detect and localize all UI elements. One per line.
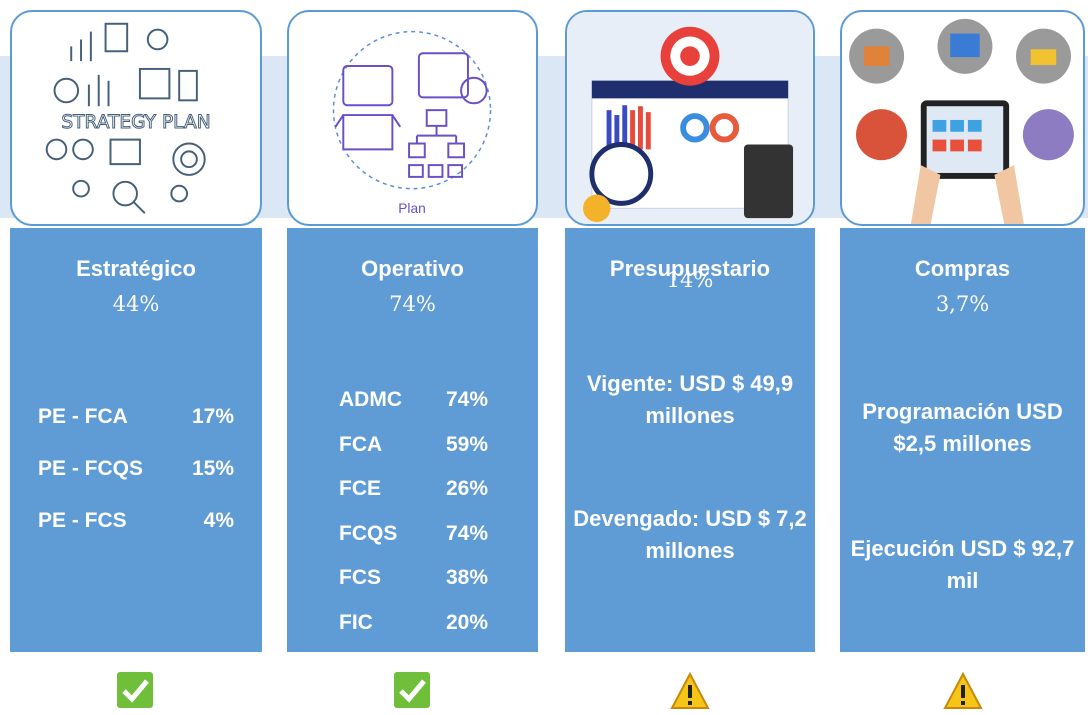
budget-illustration bbox=[567, 12, 813, 224]
note: Devengado: USD $ 7,2 millones bbox=[571, 503, 809, 567]
image-card: STRATEGY PLAN bbox=[10, 10, 262, 226]
panel-title: Compras bbox=[840, 256, 1085, 282]
plan-illustration: Plan bbox=[289, 12, 536, 224]
panel-percent: 3,7% bbox=[840, 292, 1085, 316]
item-value: 26% bbox=[446, 477, 488, 501]
warning-icon bbox=[943, 670, 983, 710]
slide: STRATEGY PLAN Plan bbox=[0, 0, 1088, 715]
purchases-illustration bbox=[842, 12, 1083, 224]
panel-title: Operativo bbox=[287, 256, 538, 282]
item-label: ADMC bbox=[339, 388, 402, 412]
image-card bbox=[840, 10, 1085, 226]
note: Ejecución USD $ 92,7 mil bbox=[846, 533, 1079, 597]
panel: Compras 3,7% Programación USD $2,5 millone… bbox=[840, 228, 1085, 652]
panel: Estratégico 44% PE - FCA 17% PE - FCQS 15% PE … bbox=[10, 228, 262, 652]
item-label: PE - FCS bbox=[38, 509, 127, 533]
item-value: 38% bbox=[446, 566, 488, 590]
image-text: STRATEGY PLAN bbox=[61, 112, 210, 133]
item-label: FIC bbox=[339, 611, 373, 635]
check-icon bbox=[392, 670, 432, 710]
image-card: Plan bbox=[287, 10, 538, 226]
item-value: 15% bbox=[192, 457, 234, 481]
item-value: 4% bbox=[204, 509, 234, 533]
image-text: Plan bbox=[398, 201, 426, 216]
item-value: 74% bbox=[446, 388, 488, 412]
item-label: FCQS bbox=[339, 522, 397, 546]
note: Programación USD $2,5 millones bbox=[846, 396, 1079, 460]
item-value: 59% bbox=[446, 433, 488, 457]
image-card bbox=[565, 10, 815, 226]
panel-percent: 44% bbox=[10, 292, 262, 316]
warning-icon bbox=[670, 670, 710, 710]
item-label: PE - FCA bbox=[38, 405, 128, 429]
item-value: 17% bbox=[192, 405, 234, 429]
item-value: 74% bbox=[446, 522, 488, 546]
panel-title: Estratégico bbox=[10, 256, 262, 282]
item-label: PE - FCQS bbox=[38, 457, 143, 481]
item-label: FCA bbox=[339, 433, 382, 457]
note: Vigente: USD $ 49,9 millones bbox=[571, 368, 809, 432]
panel-percent: 14% bbox=[565, 268, 815, 292]
check-icon bbox=[115, 670, 155, 710]
panel: Operativo 74% ADMC 74% FCA 59% FCE 26% FCQS 74% FC… bbox=[287, 228, 538, 652]
strategy-illustration: STRATEGY PLAN bbox=[12, 12, 260, 224]
item-label: FCS bbox=[339, 566, 381, 590]
panel-percent: 74% bbox=[287, 292, 538, 316]
item-label: FCE bbox=[339, 477, 381, 501]
item-value: 20% bbox=[446, 611, 488, 635]
